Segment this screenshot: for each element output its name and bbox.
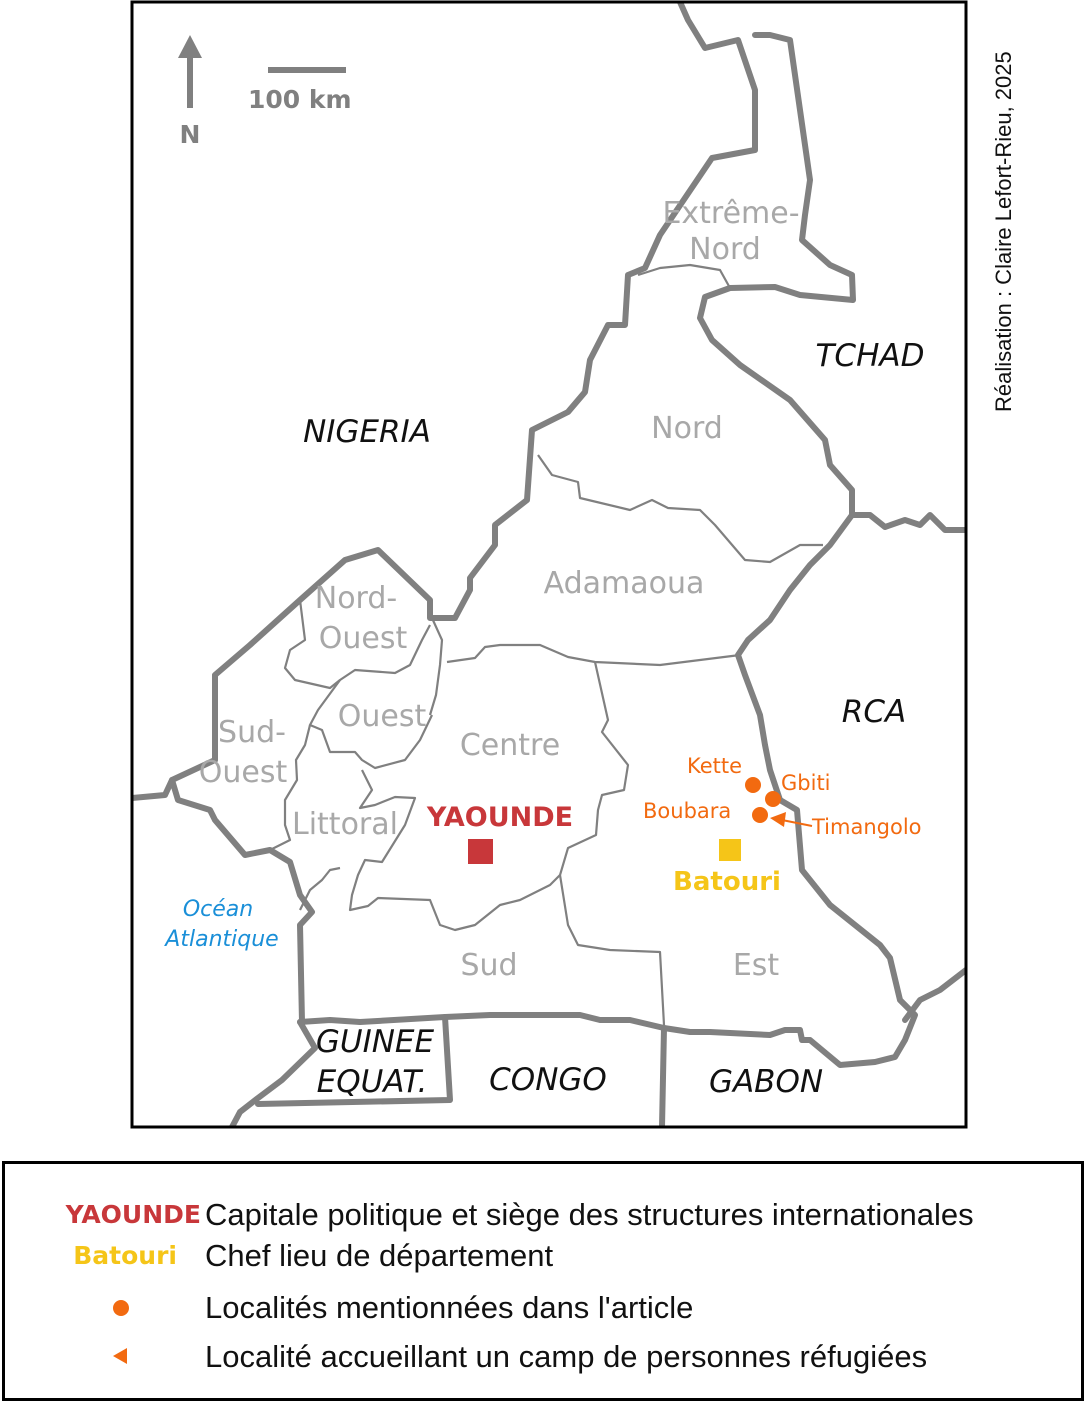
label-region-ouest: Ouest (338, 699, 427, 734)
label-guinee-line1: GUINEE (316, 1024, 435, 1060)
label-rca: RCA (842, 694, 906, 730)
border-cameroon-coast (169, 777, 315, 1025)
capital-marker (468, 839, 493, 864)
legend-row-department: Batouri Chef lieu de département (5, 1236, 1081, 1276)
scale-bar: 100 km (248, 67, 352, 114)
boundary-nordouest-south (283, 599, 431, 690)
boundary-nordouest-ouest (428, 617, 444, 716)
label-tchad: TCHAD (816, 338, 925, 374)
department-seat-marker (719, 839, 741, 861)
label-region-littoral: Littoral (292, 807, 398, 842)
region-boundaries (269, 263, 823, 1026)
locality-boubara-label: Boubara (643, 799, 731, 823)
locality-kette-marker (745, 777, 761, 793)
refugee-camp-arrow-icon (770, 812, 786, 827)
border-guinee-gabon (229, 1019, 318, 1127)
boundary-extreme-nord (637, 263, 731, 289)
label-guinee-line2: EQUAT. (317, 1064, 428, 1100)
boundary-adamaoua-south (446, 643, 741, 667)
cameroon-map: N 100 km Réalisation : Claire Lefort-Rie… (130, 0, 1016, 1129)
label-region-sud-ouest-1: Sud- (218, 715, 286, 750)
border-rca-congo (902, 967, 966, 1023)
legend-refugee-triangle-icon (113, 1348, 127, 1364)
label-region-sud: Sud (460, 948, 517, 983)
north-arrow-head-icon (178, 35, 202, 58)
department-seat-label: Batouri (673, 867, 781, 897)
legend-dept-text: Chef lieu de département (205, 1238, 554, 1273)
country-borders (132, 2, 966, 1127)
boundary-littoral-sud (299, 866, 341, 911)
locality-boubara-marker (752, 807, 768, 823)
label-region-est: Est (733, 948, 780, 983)
boundary-sudouest-littoral (269, 724, 312, 851)
border-tchad-rca (849, 512, 966, 533)
north-arrow: N (178, 35, 202, 149)
legend-capital-text: Capitale politique et siège des structur… (205, 1197, 974, 1232)
legend-capital-key: YAOUNDE (65, 1200, 201, 1229)
map-frame (130, 0, 968, 1129)
label-congo: CONGO (489, 1062, 607, 1098)
label-region-centre: Centre (460, 728, 560, 763)
legend-row-locality: Localités mentionnées dans l'article (5, 1288, 1081, 1328)
border-congo-gabon (659, 1025, 667, 1127)
legend-row-capital: YAOUNDE Capitale politique et siège des … (5, 1195, 1081, 1235)
label-nigeria: NIGERIA (303, 414, 431, 450)
locality-kette-label: Kette (687, 754, 742, 778)
label-region-extreme-nord-2: Nord (689, 232, 761, 267)
boundary-littoral-centre (348, 769, 561, 932)
map-legend: YAOUNDE Capitale politique et siège des … (2, 1161, 1084, 1401)
label-region-nord-ouest-2: Ouest (319, 621, 408, 656)
locality-gbiti-label: Gbiti (781, 771, 831, 795)
label-region-adamaoua: Adamaoua (544, 566, 705, 601)
legend-locality-dot-icon (113, 1300, 129, 1316)
boundary-ouest (308, 679, 433, 770)
scale-label: 100 km (248, 85, 352, 114)
label-region-nord-ouest-1: Nord- (315, 581, 397, 616)
boundary-sud-est (558, 874, 666, 1026)
label-ocean-line1: Océan (183, 897, 253, 922)
label-region-nord: Nord (651, 411, 723, 446)
capital-label: YAOUNDE (426, 802, 573, 833)
legend-dept-key: Batouri (73, 1241, 177, 1270)
north-label: N (180, 120, 201, 149)
legend-refugee-text: Localité accueillant un camp de personne… (205, 1339, 928, 1374)
map-credit: Réalisation : Claire Lefort-Rieu, 2025 (991, 51, 1016, 412)
border-cameroon-east (297, 32, 918, 1068)
legend-row-refugee: Localité accueillant un camp de personne… (5, 1337, 1081, 1377)
boundary-nord-adamaoua (537, 454, 823, 564)
border-guinee-congo (255, 1014, 453, 1107)
label-region-sud-ouest-2: Ouest (199, 755, 288, 790)
border-cameroon-west-north (132, 2, 758, 801)
label-gabon: GABON (709, 1064, 823, 1100)
legend-locality-text: Localités mentionnées dans l'article (205, 1290, 694, 1325)
boundary-centre-est (558, 661, 630, 876)
locality-timangolo-label: Timangolo (811, 815, 922, 839)
label-region-extreme-nord-1: Extrême- (662, 196, 799, 231)
label-ocean-line2: Atlantique (163, 927, 278, 952)
locality-gbiti-marker (765, 791, 781, 807)
